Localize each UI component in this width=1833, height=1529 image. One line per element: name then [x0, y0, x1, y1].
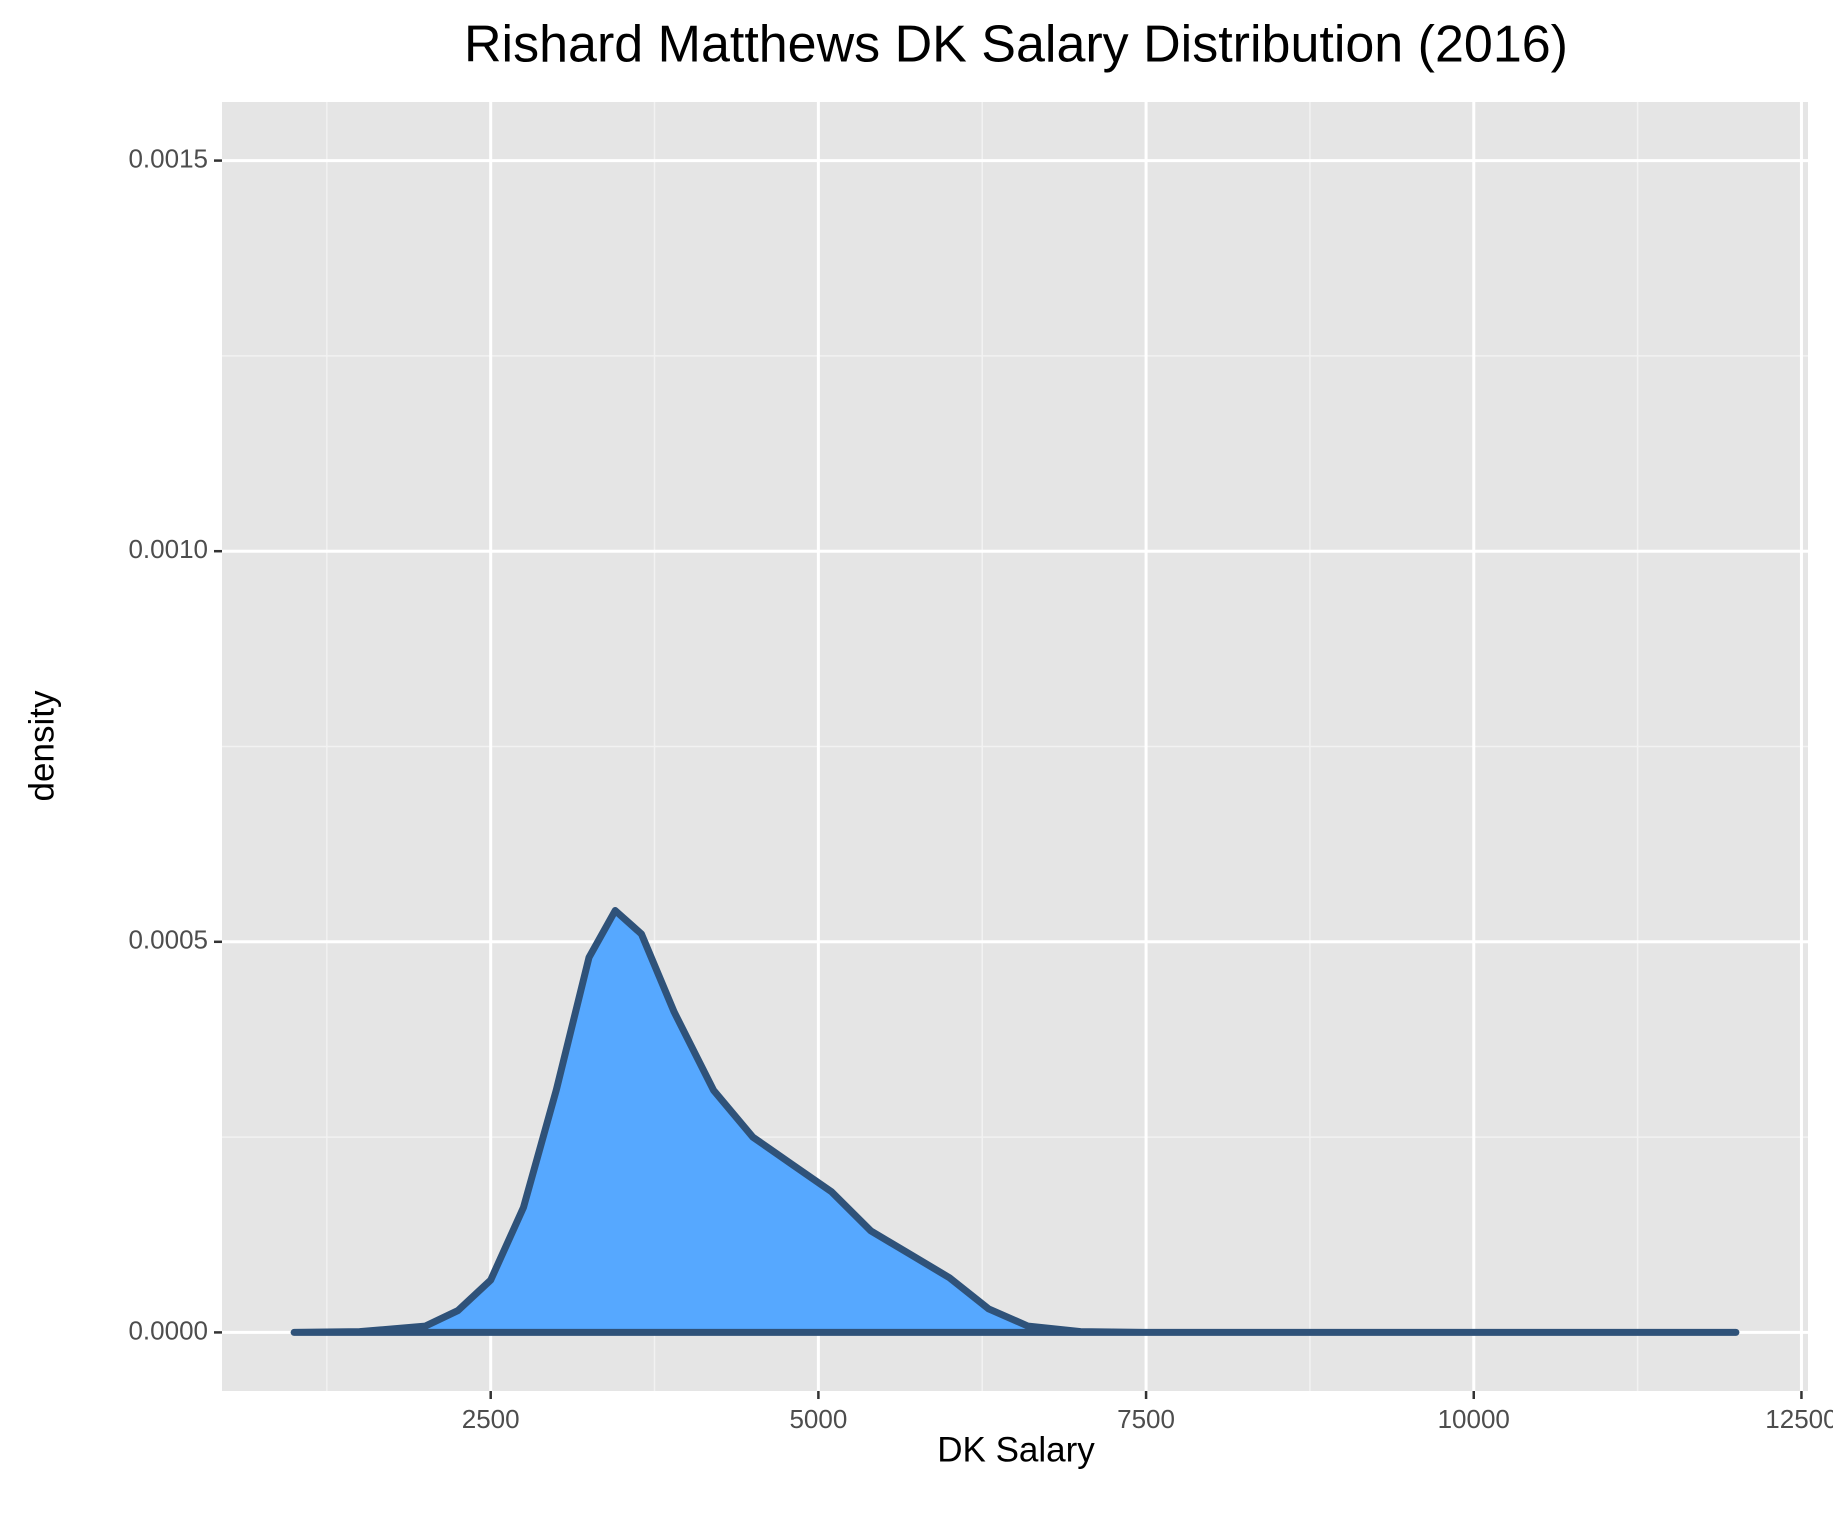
y-tick-label: 0.0010: [128, 534, 208, 564]
x-tick-label: 12500: [1765, 1404, 1833, 1434]
x-tick-label: 2500: [462, 1404, 520, 1434]
x-tick-label: 7500: [1117, 1404, 1175, 1434]
x-axis-title: DK Salary: [937, 1430, 1095, 1469]
x-tick-label: 10000: [1438, 1404, 1510, 1434]
y-axis-title: density: [22, 690, 61, 801]
x-tick-label: 5000: [789, 1404, 847, 1434]
y-tick-label: 0.0015: [128, 143, 208, 173]
y-tick-label: 0.0005: [128, 925, 208, 955]
chart-title: Rishard Matthews DK Salary Distribution …: [464, 16, 1568, 74]
y-tick-label: 0.0000: [128, 1315, 208, 1345]
density-area: [290, 907, 1740, 1336]
